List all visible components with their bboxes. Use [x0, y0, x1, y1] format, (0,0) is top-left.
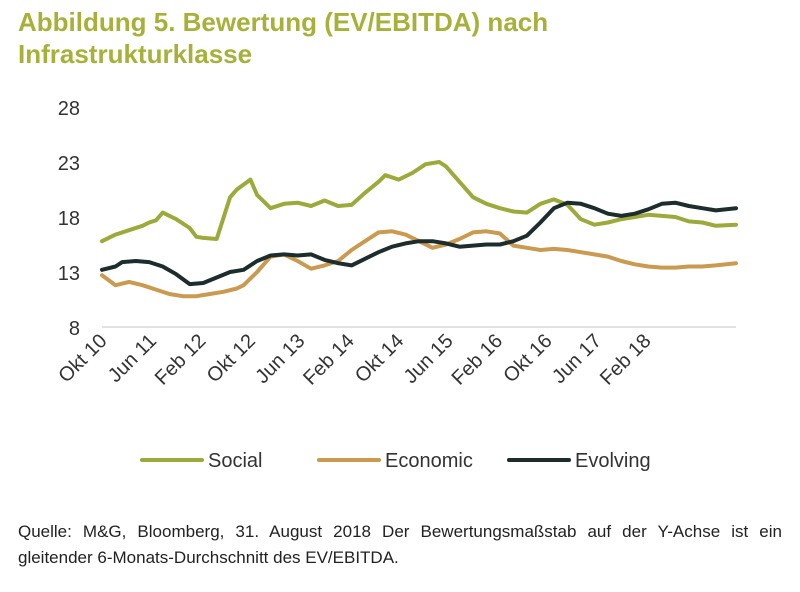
- x-tick-label: Feb 16: [448, 330, 508, 390]
- chart-area: 28 23 18 13 8 Okt 10 Jun 11 Feb 12 Okt 12 Jun 13 F…: [0, 80, 800, 480]
- y-tick-label: 13: [58, 263, 80, 285]
- x-tick-label: Jun 15: [400, 330, 458, 388]
- x-tick-label: Feb 14: [299, 330, 359, 390]
- x-tick-label: Okt 12: [203, 330, 260, 387]
- chart-title-line-1: Abbildung 5. Bewertung (EV/EBITDA) nach: [18, 7, 549, 37]
- series-line-economic: [100, 229, 738, 299]
- chart-title: Abbildung 5. Bewertung (EV/EBITDA) nach …: [18, 6, 778, 70]
- x-tick-label: Feb 18: [596, 330, 656, 390]
- y-tick-label: 23: [58, 153, 80, 175]
- series-line-evolving: [100, 200, 738, 287]
- source-note: Quelle: M&G, Bloomberg, 31. August 2018 …: [18, 522, 782, 567]
- x-tick-label: Okt 10: [54, 330, 111, 387]
- x-tick-label: Jun 13: [251, 330, 309, 388]
- x-tick-label: Okt 16: [499, 330, 556, 387]
- series-line-social: [100, 160, 738, 244]
- legend-label-social: Social: [208, 450, 262, 472]
- chart-title-line-2: Infrastrukturklasse: [18, 39, 253, 69]
- x-tick-label: Jun 11: [104, 330, 161, 387]
- y-tick-label: 28: [58, 98, 80, 120]
- y-tick-label: 8: [69, 318, 80, 340]
- legend-label-economic: Economic: [385, 450, 473, 472]
- legend-label-evolving: Evolving: [575, 450, 651, 472]
- x-tick-label: Okt 14: [351, 330, 408, 387]
- y-tick-label: 18: [58, 208, 80, 230]
- x-tick-label: Jun 17: [548, 330, 606, 388]
- x-tick-label: Feb 12: [151, 330, 211, 390]
